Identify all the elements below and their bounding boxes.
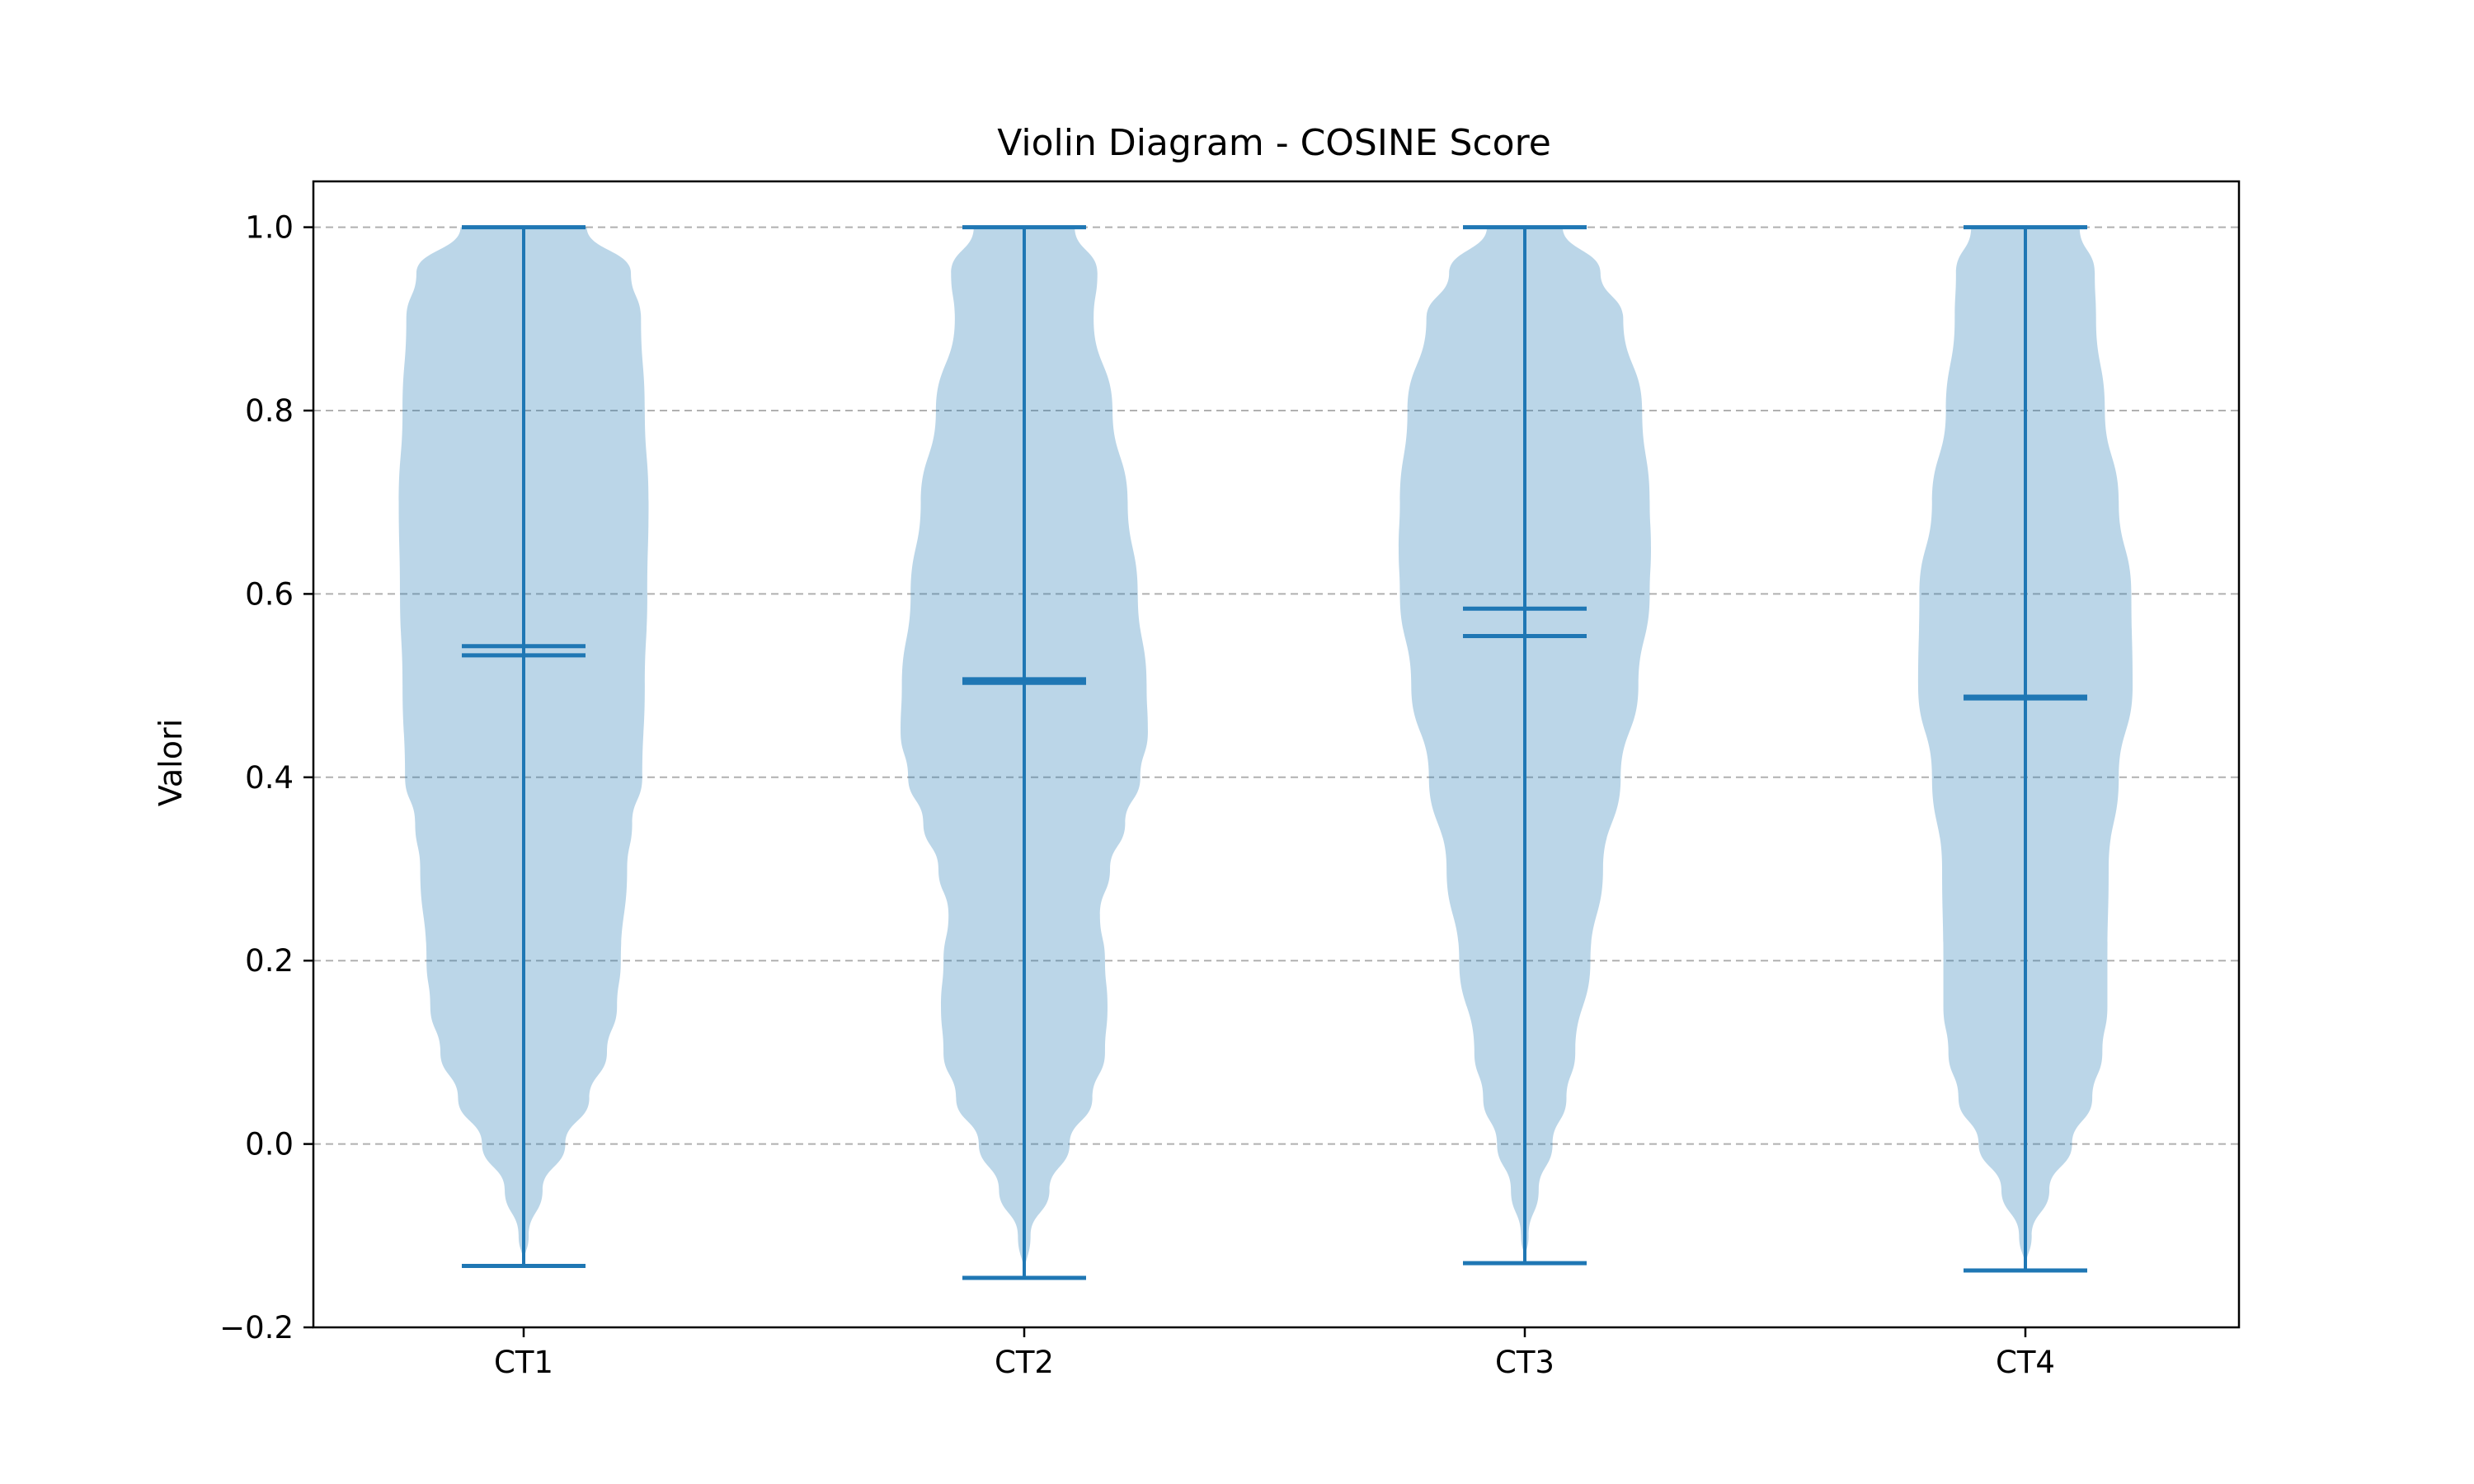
- chart-title: Violin Diagram - COSINE Score: [997, 122, 1551, 164]
- y-tick-label: 0.8: [245, 393, 294, 429]
- y-tick-label: 0.0: [245, 1127, 294, 1162]
- y-tick-label: 0.4: [245, 760, 294, 796]
- y-axis-ticks: −0.2 0.0 0.2 0.4 0.6 0.8 1.0: [219, 210, 313, 1345]
- x-tick-label: CT4: [1996, 1345, 2055, 1380]
- x-tick-label: CT3: [1495, 1345, 1554, 1380]
- y-tick-label: 1.0: [245, 210, 294, 246]
- statistic-lines: [462, 225, 2087, 1280]
- y-tick-label: 0.2: [245, 943, 294, 979]
- y-axis-label: Valori: [153, 719, 189, 806]
- x-axis-ticks: CT1 CT2 CT3 CT4: [494, 1327, 2055, 1380]
- y-tick-label: 0.6: [245, 576, 294, 612]
- x-tick-label: CT1: [494, 1345, 553, 1380]
- plot-area-frame: [312, 180, 2241, 1329]
- y-tick-label: −0.2: [219, 1310, 294, 1345]
- x-tick-label: CT2: [995, 1345, 1054, 1380]
